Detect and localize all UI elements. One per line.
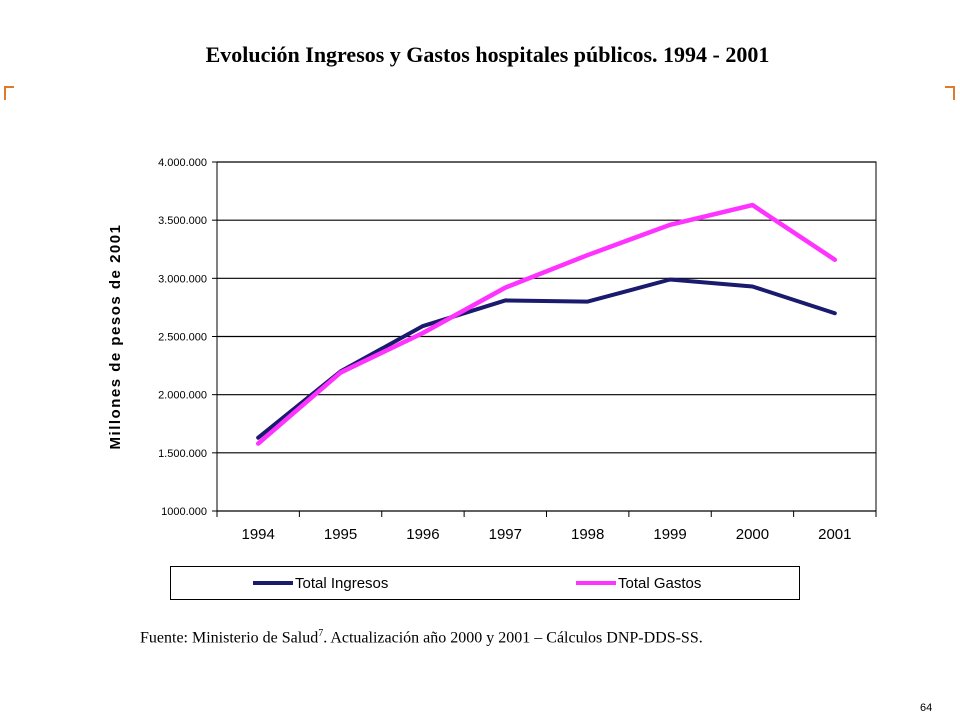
right-corner-mark [945, 86, 955, 100]
line-chart: 1000.000 1.500.000 2.000.000 2.500.000 3.000… [107, 157, 877, 543]
y-tick-label: 1.500.000 [158, 448, 207, 460]
x-tick-label: 1996 [406, 526, 439, 543]
source-footnote-ref: 7 [318, 628, 324, 639]
y-tick-label: 1000.000 [161, 506, 207, 518]
legend-swatch-gastos [576, 581, 616, 585]
source-suffix: . Actualización año 2000 y 2001 – Cálcul… [323, 629, 703, 647]
x-tick-label: 1997 [489, 526, 522, 543]
grid-lines [212, 161, 877, 517]
y-tick-label: 2.500.000 [158, 332, 207, 344]
chart-title: Evolución Ingresos y Gastos hospitales p… [205, 42, 770, 67]
legend: Total Ingresos Total Gastos [170, 566, 800, 600]
series-line-gastos [255, 202, 838, 446]
y-tick-label: 3.500.000 [158, 215, 207, 227]
y-tick-label: 2.000.000 [158, 390, 207, 402]
legend-label-gastos: Total Gastos [618, 574, 702, 592]
x-tick-label: 1999 [653, 526, 686, 543]
legend-item-gastos: Total Gastos [576, 574, 701, 592]
series-lines [255, 202, 838, 446]
x-tick-label: 1995 [324, 526, 357, 543]
x-tick-label: 2000 [736, 526, 769, 543]
y-tick-labels: 1000.000 1.500.000 2.000.000 2.500.000 3.000… [158, 157, 207, 518]
left-corner-mark [4, 86, 14, 100]
x-tick-label: 2001 [818, 526, 851, 543]
page-number: 64 [920, 702, 933, 714]
series-line-ingresos [256, 277, 837, 440]
legend-item-ingresos: Total Ingresos [253, 574, 388, 592]
y-tick-label: 3.000.000 [158, 273, 207, 285]
legend-label-ingresos: Total Ingresos [295, 574, 389, 592]
source-prefix: Fuente: Ministerio de Salud [140, 629, 319, 647]
x-tick-label: 1994 [242, 526, 275, 543]
legend-swatch-ingresos [253, 581, 293, 585]
y-tick-label: 4.000.000 [158, 157, 207, 169]
x-tick-label: 1998 [571, 526, 604, 543]
y-axis-label: Millones de pesos de 2001 [107, 224, 124, 450]
source-note: Fuente: Ministerio de Salud7. Actualizac… [140, 628, 703, 647]
x-tick-labels: 1994 1995 1996 1997 1998 1999 2000 2001 [242, 526, 852, 543]
